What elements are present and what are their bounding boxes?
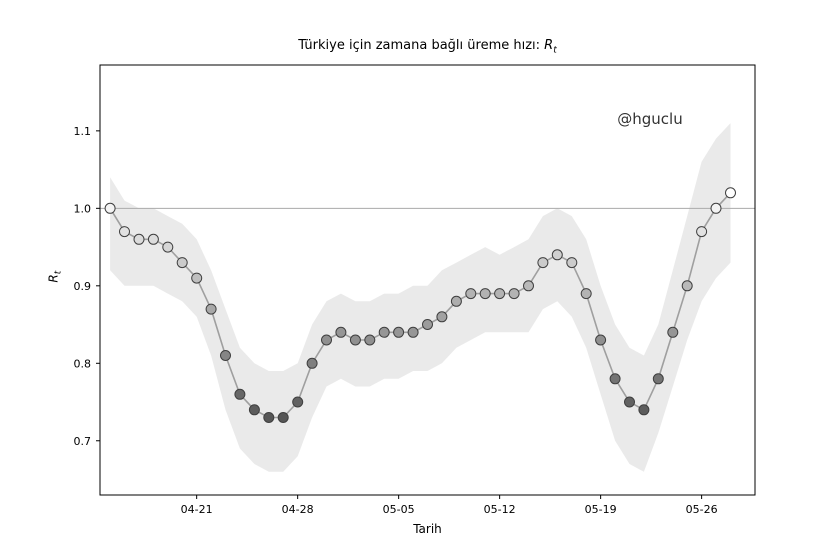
y-axis-label: Rt	[46, 270, 64, 283]
data-point	[494, 288, 506, 300]
data-point	[277, 412, 289, 423]
data-point	[263, 412, 275, 423]
data-point	[205, 303, 217, 315]
x-tick-label: 05-05	[383, 503, 415, 516]
data-point	[191, 272, 203, 284]
data-point	[306, 357, 318, 369]
chart-title-text: Türkiye için zamana bağlı üreme hızı:	[298, 38, 545, 53]
data-point	[393, 326, 405, 338]
data-point	[378, 326, 390, 338]
chart-title: Türkiye için zamana bağlı üreme hızı: Rt	[100, 38, 755, 56]
data-point	[450, 295, 462, 307]
confidence-band	[110, 123, 731, 472]
data-point	[321, 334, 332, 346]
data-point	[667, 326, 679, 338]
y-tick-label: 0.7	[74, 435, 92, 448]
axes-box	[99, 64, 756, 496]
data-point	[638, 404, 650, 416]
data-point	[292, 396, 304, 408]
x-axis-label: Tarih	[413, 522, 442, 536]
x-tick-label: 04-21	[181, 503, 213, 516]
data-point	[681, 280, 693, 292]
data-point	[335, 326, 347, 338]
data-point	[176, 257, 188, 269]
data-point	[104, 202, 116, 214]
data-point	[162, 241, 174, 253]
data-point	[537, 257, 549, 269]
y-tick-label: 0.9	[74, 280, 92, 293]
data-point	[479, 288, 491, 300]
data-point	[652, 373, 664, 385]
data-point	[220, 350, 231, 361]
y-tick-label: 1.1	[74, 125, 92, 138]
y-tick-label: 0.8	[74, 357, 92, 370]
data-point	[407, 326, 419, 338]
author-annotation: @hguclu	[617, 110, 683, 128]
data-point	[725, 187, 736, 199]
data-point	[234, 388, 246, 400]
data-point	[580, 288, 592, 300]
data-point	[595, 334, 607, 346]
data-point	[436, 311, 448, 323]
x-tick-label: 05-12	[484, 503, 516, 516]
data-point	[523, 280, 534, 292]
data-point	[422, 319, 433, 330]
x-tick-label: 05-26	[686, 503, 718, 516]
data-point	[147, 233, 159, 245]
y-tick-label: 1.0	[74, 202, 92, 215]
data-point	[710, 202, 722, 214]
data-point	[609, 373, 621, 385]
data-point	[248, 404, 260, 416]
x-tick-label: 05-19	[585, 503, 617, 516]
chart-title-math: Rt	[544, 38, 557, 56]
data-point	[696, 226, 708, 238]
data-point	[364, 334, 376, 346]
data-point	[551, 249, 563, 261]
data-point	[133, 233, 145, 245]
data-point	[349, 334, 361, 346]
data-point	[508, 288, 520, 300]
data-point	[119, 226, 130, 238]
x-tick-label: 04-28	[282, 503, 314, 516]
data-point	[624, 396, 635, 408]
data-point	[465, 288, 477, 300]
data-point	[566, 257, 578, 269]
